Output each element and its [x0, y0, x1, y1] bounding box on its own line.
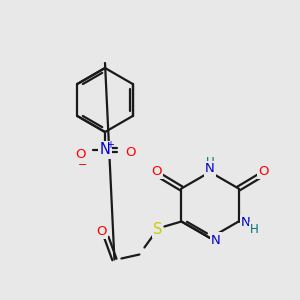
Text: N: N	[241, 216, 250, 229]
Text: H: H	[250, 223, 259, 236]
Text: O: O	[258, 165, 269, 178]
Text: N: N	[100, 142, 110, 158]
Text: O: O	[96, 225, 107, 238]
Text: O: O	[75, 148, 85, 161]
Text: O: O	[151, 165, 162, 178]
Text: H: H	[206, 155, 214, 169]
Text: −: −	[78, 160, 88, 170]
Text: O: O	[125, 146, 135, 158]
Text: +: +	[106, 140, 114, 150]
Text: N: N	[211, 233, 221, 247]
Text: S: S	[153, 222, 162, 237]
Text: N: N	[205, 163, 215, 176]
